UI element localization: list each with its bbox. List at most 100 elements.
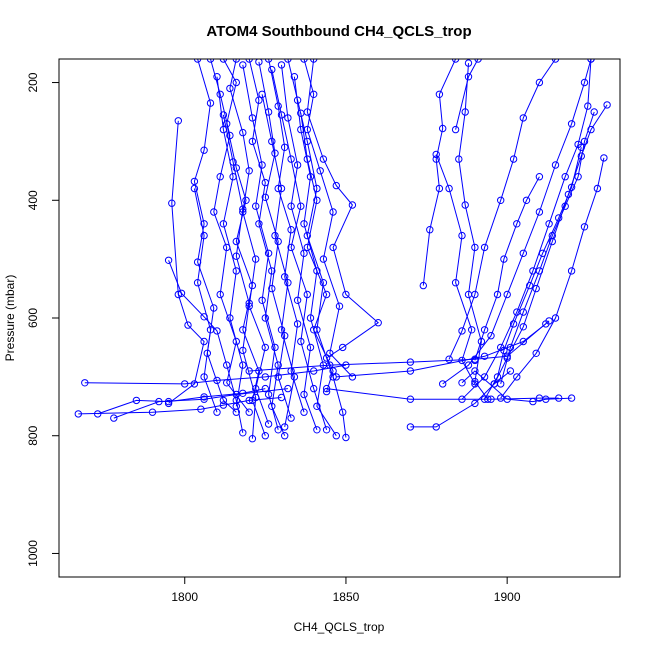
series-line (97, 388, 266, 415)
data-point (200, 220, 208, 228)
data-point (297, 109, 305, 117)
data-point (519, 337, 527, 346)
data-point (529, 397, 537, 406)
data-point (300, 390, 308, 399)
series-line (303, 59, 353, 378)
data-point (239, 205, 247, 213)
data-point (522, 196, 531, 205)
series-11 (245, 59, 289, 440)
data-point (322, 426, 331, 434)
data-point (219, 396, 228, 405)
series-line (78, 397, 282, 415)
series-41 (471, 173, 544, 365)
data-point (497, 380, 505, 388)
data-point (500, 255, 508, 263)
data-point (216, 90, 224, 99)
data-point (148, 408, 157, 416)
data-point (551, 59, 560, 63)
data-point (94, 410, 102, 418)
data-point (455, 155, 463, 163)
data-point (223, 120, 231, 128)
data-point (213, 376, 221, 385)
data-point (200, 231, 208, 240)
series-12 (255, 59, 295, 422)
data-point (274, 237, 282, 246)
data-point (277, 111, 286, 119)
data-point (451, 125, 460, 134)
data-point (261, 373, 269, 381)
data-point (519, 323, 527, 331)
data-point (264, 249, 273, 258)
series-line (281, 64, 318, 430)
data-point (261, 314, 269, 322)
series-4 (110, 384, 292, 422)
data-point (532, 349, 540, 357)
data-point (258, 161, 266, 169)
data-point (538, 249, 547, 258)
series-line (248, 59, 286, 436)
data-point (193, 279, 202, 287)
series-line (168, 260, 244, 433)
data-point (290, 73, 299, 81)
series-23 (258, 90, 299, 431)
data-point (281, 432, 289, 440)
data-point (300, 220, 308, 228)
series-25 (190, 184, 221, 416)
data-point (287, 414, 295, 422)
data-point (239, 128, 247, 137)
data-point (332, 373, 340, 381)
data-point (200, 337, 208, 346)
data-point (274, 373, 282, 381)
data-point (406, 358, 415, 366)
data-point (313, 196, 321, 205)
data-point (164, 256, 173, 264)
series-line (300, 113, 334, 392)
data-point (506, 343, 515, 352)
series-line (287, 59, 347, 438)
data-point (313, 402, 321, 410)
data-point (474, 59, 482, 63)
series-line (249, 320, 550, 372)
data-point (284, 59, 292, 63)
data-point (500, 346, 508, 355)
data-point (480, 243, 489, 252)
series-line (442, 59, 592, 385)
data-point (200, 393, 208, 401)
series-line (258, 61, 292, 419)
series-15 (290, 73, 340, 440)
series-39 (497, 108, 598, 388)
data-point (242, 196, 250, 205)
data-point (406, 423, 415, 431)
data-point (503, 395, 511, 403)
series-line (422, 59, 457, 286)
data-point (306, 314, 315, 322)
series-line (326, 388, 559, 400)
data-point (471, 356, 479, 365)
data-point (268, 267, 276, 275)
series-line (500, 157, 605, 399)
data-point (300, 408, 308, 416)
data-point (313, 426, 321, 434)
data-point (326, 361, 334, 369)
data-point (555, 214, 563, 222)
data-point (277, 61, 286, 69)
data-point (509, 320, 518, 328)
data-point (513, 373, 521, 381)
data-point (322, 384, 331, 393)
data-point (567, 394, 576, 402)
data-point (561, 173, 569, 181)
data-point (493, 373, 502, 381)
data-point (458, 231, 466, 240)
data-point (219, 111, 228, 119)
series-21 (303, 59, 382, 362)
data-point (290, 373, 299, 381)
data-point (284, 114, 292, 122)
data-point (584, 102, 592, 110)
series-line (306, 59, 380, 359)
data-point (439, 124, 447, 133)
data-point (458, 356, 466, 365)
data-point (164, 399, 173, 408)
data-point (458, 327, 466, 335)
x-axis: 1800 1850 1900 (171, 576, 521, 604)
data-point (535, 78, 544, 87)
